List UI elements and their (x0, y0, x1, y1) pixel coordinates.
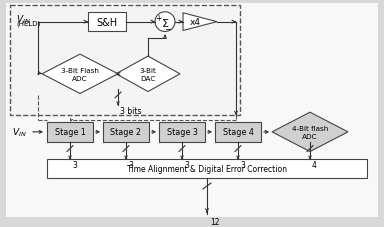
Polygon shape (116, 57, 180, 92)
Text: S&H: S&H (96, 17, 118, 27)
Bar (47, 160, 367, 178)
Polygon shape (272, 113, 348, 152)
Text: Stage 1: Stage 1 (55, 128, 85, 137)
Text: 3: 3 (184, 161, 189, 170)
Text: x4: x4 (190, 18, 201, 27)
Text: Stage 4: Stage 4 (223, 128, 253, 137)
Text: 3: 3 (128, 161, 133, 170)
Text: $V_{IN}$: $V_{IN}$ (16, 14, 31, 26)
Bar (215, 123, 261, 142)
Polygon shape (42, 55, 118, 94)
Text: 3: 3 (72, 161, 77, 170)
Text: (HELD): (HELD) (16, 21, 40, 27)
Text: Stage 2: Stage 2 (111, 128, 141, 137)
Text: $V_{IN}$: $V_{IN}$ (12, 126, 26, 138)
Bar (159, 123, 205, 142)
Bar (103, 123, 149, 142)
Text: 3: 3 (240, 161, 245, 170)
Text: 4: 4 (312, 161, 317, 170)
Circle shape (155, 13, 175, 32)
Text: +: + (155, 14, 161, 23)
Text: 12: 12 (210, 217, 220, 225)
Text: 3-Bit
DAC: 3-Bit DAC (139, 68, 156, 81)
Polygon shape (183, 14, 217, 31)
Text: Time Alignment & Digital Error Correction: Time Alignment & Digital Error Correctio… (127, 165, 287, 173)
Text: 3-Bit Flash
ADC: 3-Bit Flash ADC (61, 68, 99, 81)
Bar (88, 13, 126, 32)
Bar (10, 6, 240, 116)
Text: $\Sigma$: $\Sigma$ (161, 17, 169, 29)
Text: $-$: $-$ (164, 23, 172, 32)
Bar (47, 123, 93, 142)
Text: 4-Bit flash
ADC: 4-Bit flash ADC (292, 126, 328, 139)
Text: Stage 3: Stage 3 (167, 128, 197, 137)
Text: 3 bits: 3 bits (120, 107, 141, 116)
